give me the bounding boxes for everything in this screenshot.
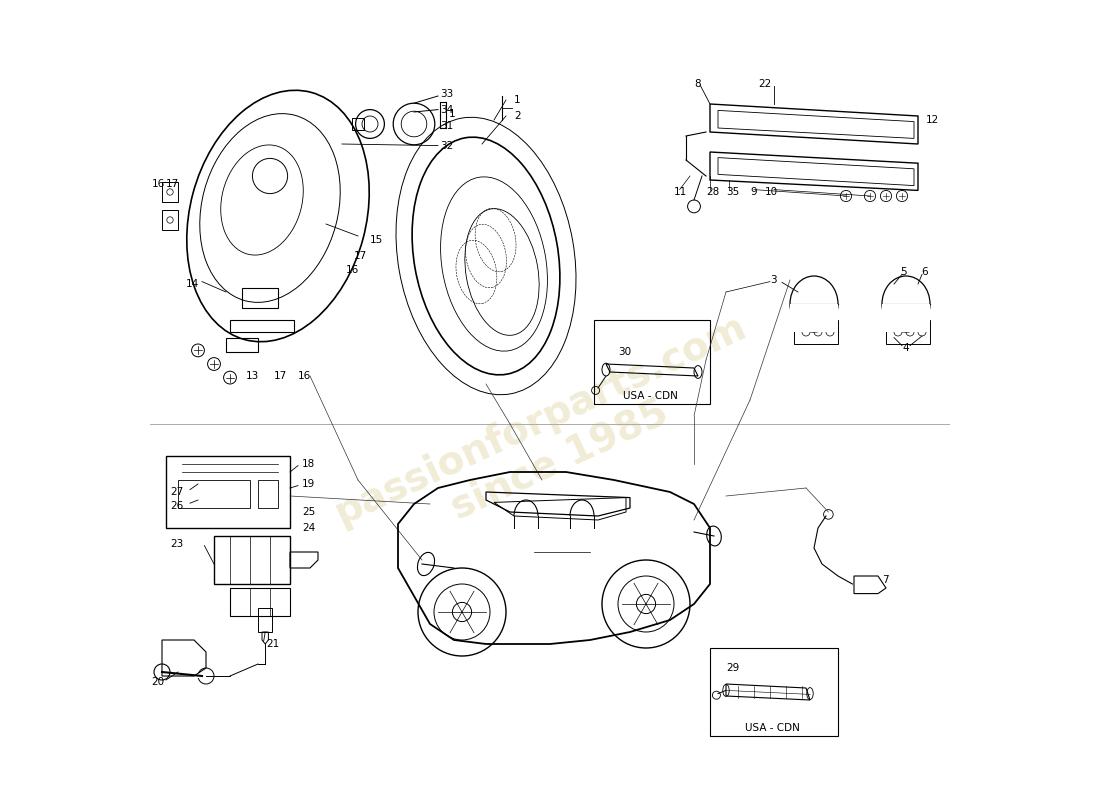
Text: passionforparts.com
since 1985: passionforparts.com since 1985 bbox=[329, 308, 771, 572]
Bar bbox=[258, 608, 273, 632]
Text: 9: 9 bbox=[750, 187, 757, 197]
Text: 15: 15 bbox=[370, 235, 383, 245]
Text: 29: 29 bbox=[726, 663, 739, 673]
Bar bbox=[352, 118, 364, 130]
Bar bbox=[178, 480, 250, 508]
Text: 11: 11 bbox=[674, 187, 688, 197]
Text: 28: 28 bbox=[706, 187, 719, 197]
Text: 14: 14 bbox=[186, 279, 199, 289]
Text: 3: 3 bbox=[770, 275, 777, 285]
Text: 30: 30 bbox=[618, 347, 631, 357]
Text: 17: 17 bbox=[166, 179, 179, 189]
Bar bbox=[882, 304, 930, 332]
Bar bbox=[886, 320, 929, 344]
Text: 24: 24 bbox=[302, 523, 316, 533]
Bar bbox=[162, 210, 178, 230]
Text: 32: 32 bbox=[440, 141, 453, 150]
Text: 13: 13 bbox=[246, 371, 260, 381]
Text: 2: 2 bbox=[514, 111, 520, 121]
Text: 16: 16 bbox=[298, 371, 311, 381]
Text: USA - CDN: USA - CDN bbox=[624, 391, 679, 401]
Text: 20: 20 bbox=[152, 677, 165, 686]
Text: 16: 16 bbox=[152, 179, 165, 189]
Text: 1: 1 bbox=[449, 110, 455, 119]
Text: 12: 12 bbox=[926, 115, 939, 125]
Text: 8: 8 bbox=[694, 79, 701, 89]
Text: 17: 17 bbox=[354, 251, 367, 261]
Text: 1: 1 bbox=[514, 95, 520, 105]
Text: 4: 4 bbox=[902, 343, 909, 353]
Text: 16: 16 bbox=[346, 266, 360, 275]
Text: 18: 18 bbox=[302, 459, 316, 469]
Bar bbox=[162, 182, 178, 202]
Text: 34: 34 bbox=[440, 106, 453, 115]
Text: 17: 17 bbox=[274, 371, 287, 381]
Text: 21: 21 bbox=[266, 639, 279, 649]
Bar bbox=[790, 304, 838, 332]
Text: 23: 23 bbox=[170, 539, 184, 549]
Bar bbox=[258, 480, 278, 508]
Text: 7: 7 bbox=[882, 575, 889, 585]
Text: 6: 6 bbox=[921, 267, 927, 277]
Text: 33: 33 bbox=[440, 90, 453, 99]
Text: USA - CDN: USA - CDN bbox=[745, 723, 800, 733]
Text: 5: 5 bbox=[901, 267, 908, 277]
Bar bbox=[794, 320, 838, 344]
Text: 19: 19 bbox=[302, 479, 316, 489]
Text: 27: 27 bbox=[170, 487, 184, 497]
Text: 10: 10 bbox=[764, 187, 778, 197]
Text: 31: 31 bbox=[440, 121, 453, 130]
Text: 26: 26 bbox=[170, 501, 184, 510]
Text: 22: 22 bbox=[758, 79, 771, 89]
Text: 25: 25 bbox=[302, 507, 316, 517]
Text: 35: 35 bbox=[726, 187, 739, 197]
